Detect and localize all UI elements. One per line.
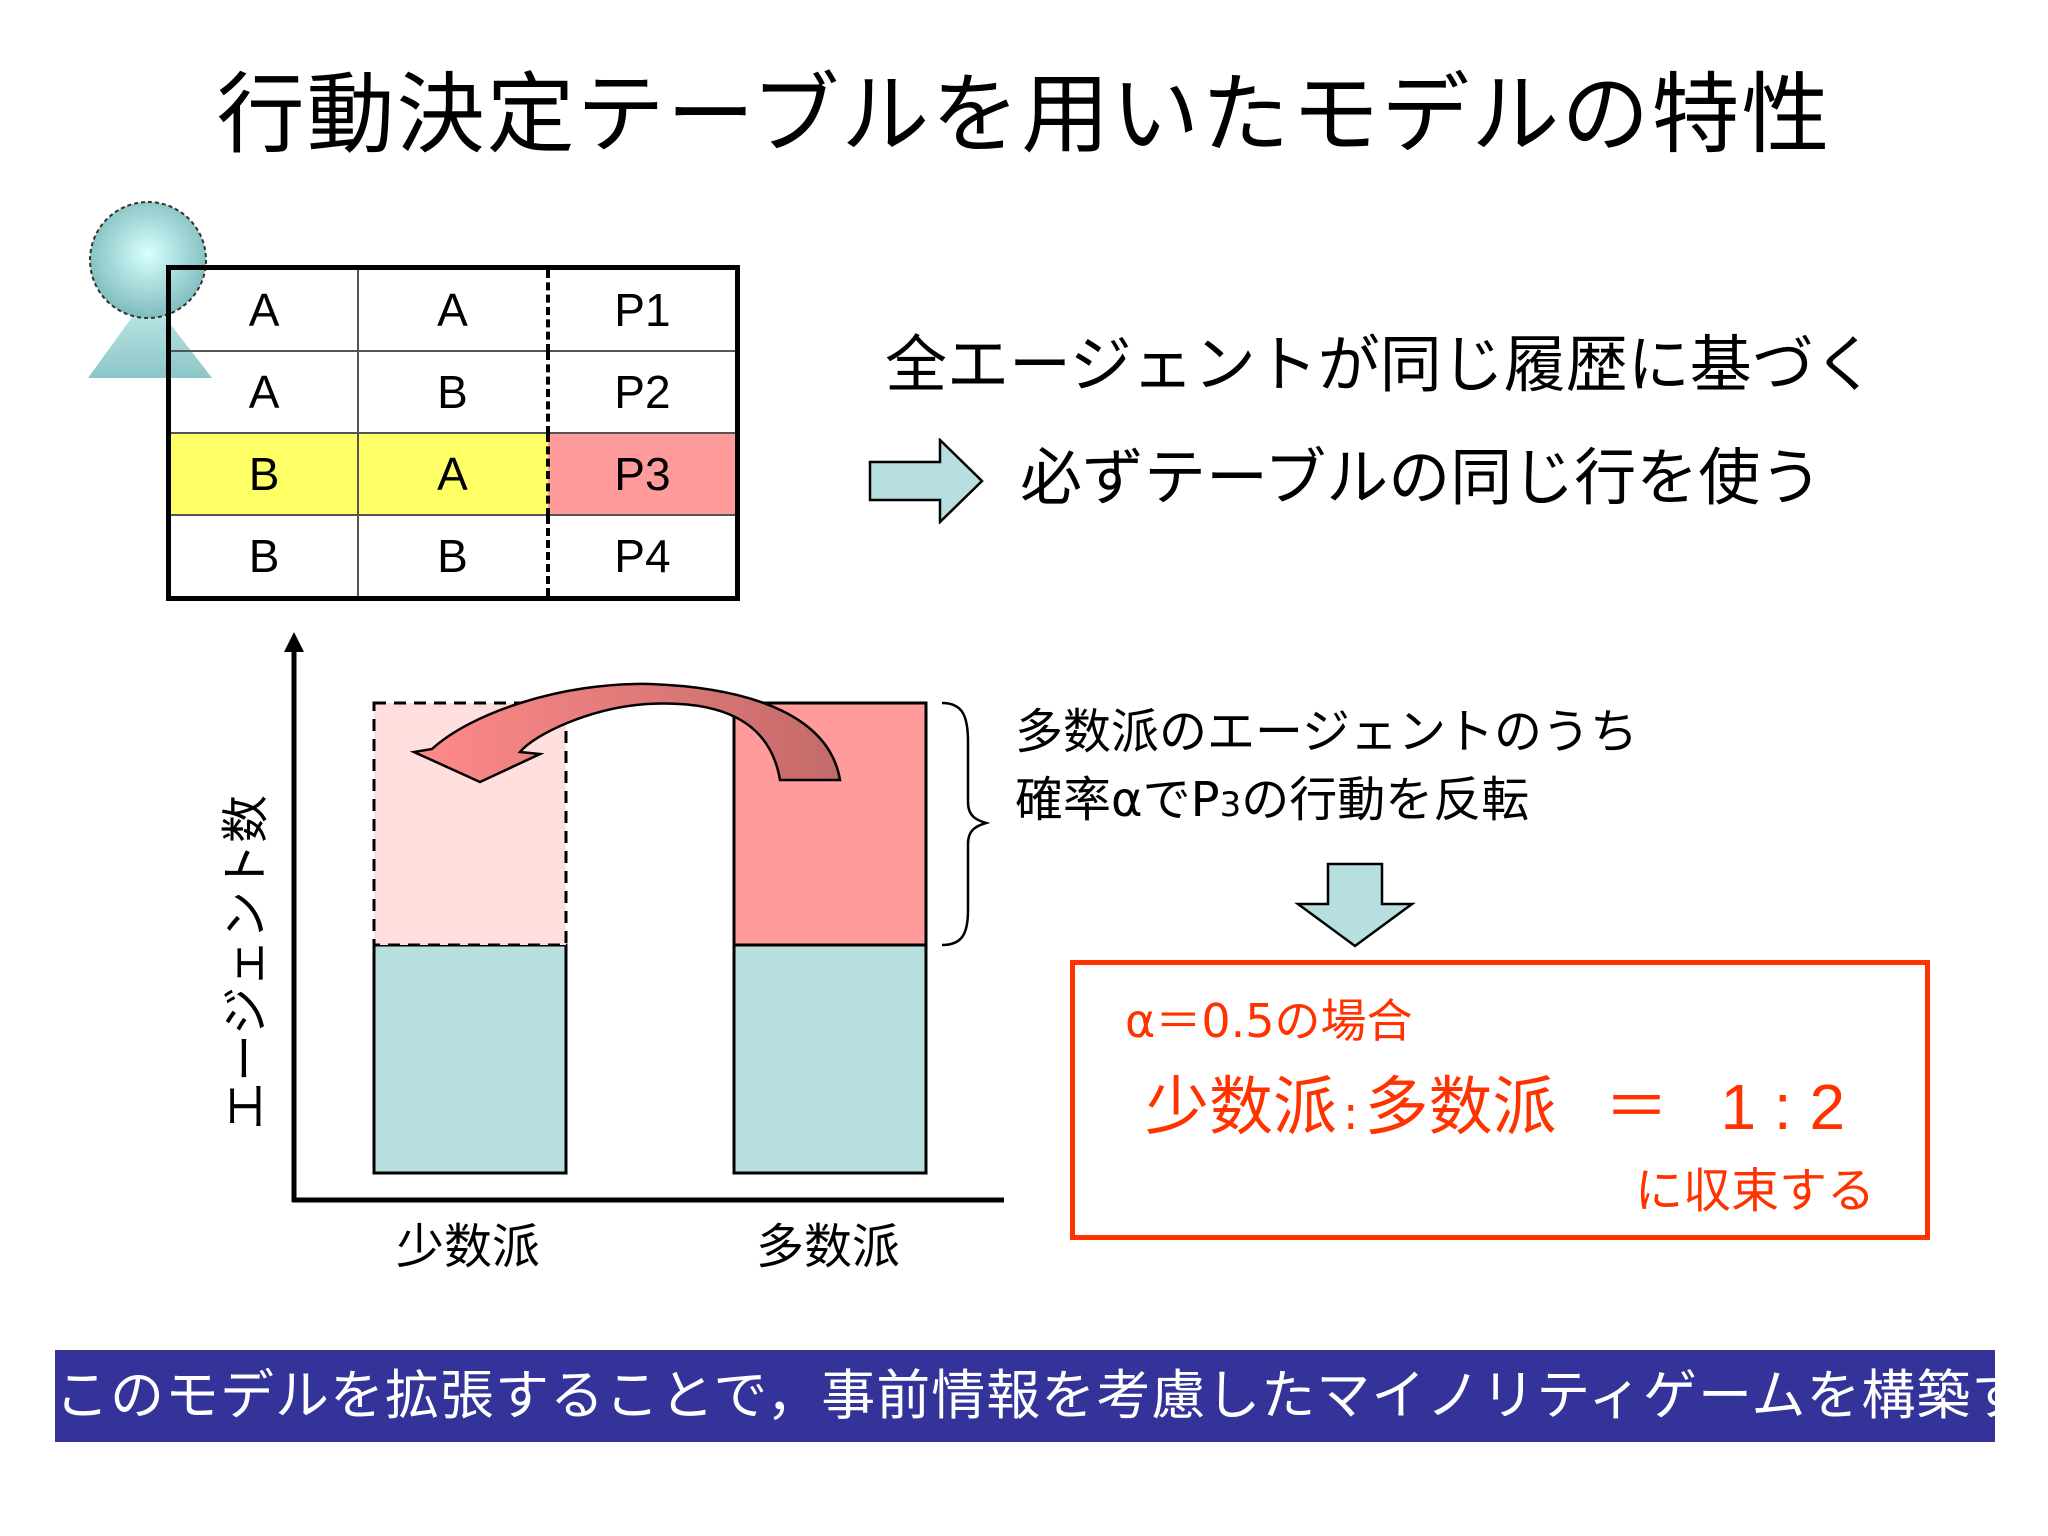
table-cell: P3 bbox=[545, 432, 739, 516]
table-cell: B bbox=[167, 432, 360, 516]
transfer-arrow-icon bbox=[409, 682, 842, 784]
table-cell: B bbox=[167, 514, 360, 600]
annotation-line-1: 多数派のエージェントのうち bbox=[1015, 704, 1639, 760]
decision-table: A A P1 A B P2 B A P3 B B P4 bbox=[166, 265, 740, 601]
bottom-banner: このモデルを拡張することで，事前情報を考慮したマイノリティゲームを構築する bbox=[55, 1350, 2048, 1442]
annotation-line-2: 確率αでP3の行動を反転 bbox=[1015, 772, 1530, 828]
table-cell: B bbox=[357, 514, 549, 600]
right-arrow-icon bbox=[868, 438, 984, 524]
table-cell: P1 bbox=[545, 266, 739, 352]
result-condition: α＝0.5の場合 bbox=[1125, 994, 1413, 1048]
table-cell: A bbox=[357, 432, 549, 516]
table-cell: B bbox=[357, 350, 549, 434]
majority-base-bar bbox=[732, 943, 928, 1175]
statement-line-1: 全エージェントが同じ履歴に基づく bbox=[885, 328, 1876, 401]
table-row: A A P1 bbox=[167, 266, 739, 352]
y-axis-arrow-icon bbox=[284, 632, 304, 652]
statement-line-2: 必ずテーブルの同じ行を使う bbox=[1020, 441, 1823, 514]
agent-count-chart bbox=[284, 632, 1004, 1203]
result-converge: に収束する bbox=[1634, 1163, 1875, 1219]
page-title: 行動決定テーブルを用いたモデルの特性 bbox=[216, 63, 1832, 166]
table-row: B B P4 bbox=[167, 514, 739, 600]
table-cell: A bbox=[357, 266, 549, 352]
brace-icon bbox=[941, 701, 991, 947]
result-box: α＝0.5の場合 少数派:多数派＝ 1 : 2 に収束する bbox=[1070, 960, 1930, 1240]
table-row-highlighted: B A P3 bbox=[167, 432, 739, 516]
x-tick-majority: 多数派 bbox=[756, 1219, 901, 1275]
table-cell: A bbox=[167, 266, 360, 352]
table-cell: A bbox=[167, 350, 360, 434]
result-ratio: 少数派:多数派＝ 1 : 2 bbox=[1145, 1071, 1846, 1145]
table-row: A B P2 bbox=[167, 350, 739, 434]
down-arrow-icon bbox=[1294, 862, 1416, 948]
minority-base-bar bbox=[372, 943, 568, 1175]
table-cell: P4 bbox=[545, 514, 739, 600]
x-tick-minority: 少数派 bbox=[396, 1219, 541, 1275]
table-cell: P2 bbox=[545, 350, 739, 434]
y-axis-label: エージェント数 bbox=[218, 794, 274, 1130]
